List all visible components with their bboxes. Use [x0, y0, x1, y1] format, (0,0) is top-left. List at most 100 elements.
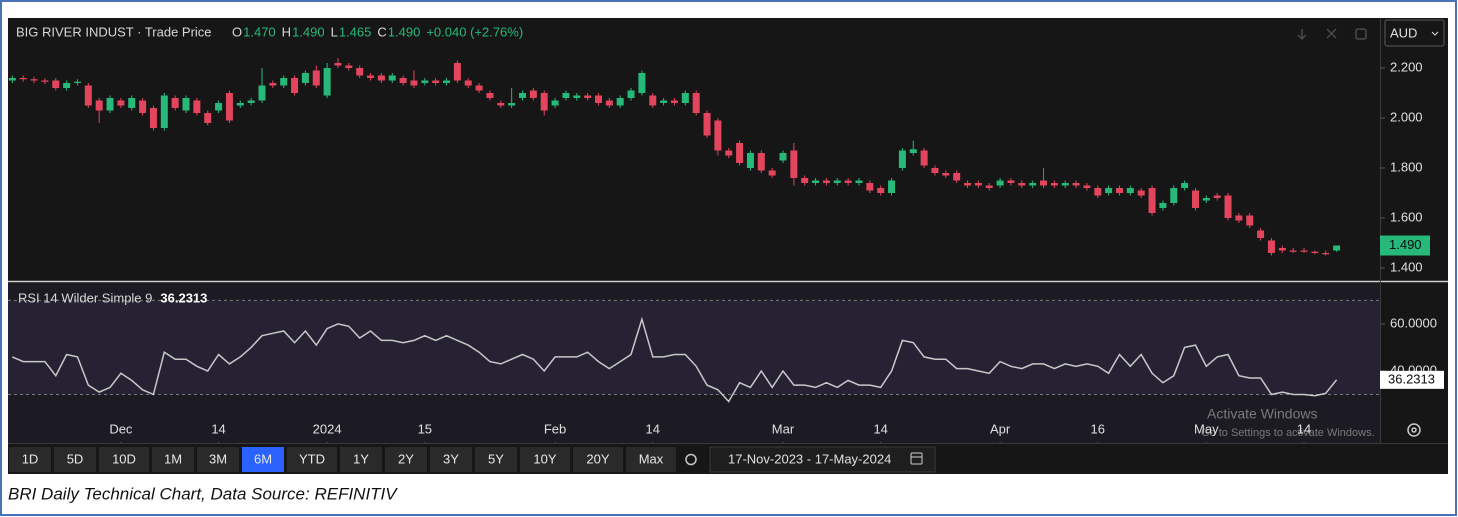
currency-select[interactable] [1384, 19, 1445, 47]
range-button[interactable] [197, 447, 239, 472]
candle-body [106, 98, 114, 111]
candle-body [1029, 183, 1037, 186]
candle-body [291, 78, 299, 93]
candle-body [193, 100, 201, 113]
y-tick-label: 2.000 [1390, 109, 1423, 124]
x-tick-label: Apr [990, 421, 1011, 436]
candle-body [63, 83, 71, 88]
candle-body [1105, 188, 1113, 193]
candle-body [942, 173, 950, 176]
candle-body [356, 68, 364, 76]
candle-body [1181, 183, 1189, 188]
range-button[interactable] [99, 447, 149, 472]
close-icon[interactable] [1326, 28, 1337, 39]
x-tick-label: 14 [873, 421, 887, 436]
candle-body [486, 93, 494, 98]
legend-close-name: C [377, 24, 386, 39]
candle-body [388, 75, 396, 81]
download-icon[interactable] [1297, 29, 1307, 41]
candle-body [584, 95, 592, 98]
x-tick-label: 15 [418, 421, 432, 436]
candle-body [627, 90, 635, 98]
y-tick-label: 2.200 [1390, 59, 1423, 74]
candle-body [844, 180, 852, 183]
candle-body [746, 153, 754, 168]
range-button[interactable] [520, 447, 570, 472]
range-button[interactable] [9, 447, 51, 472]
candle-body [703, 113, 711, 136]
candle-body [1191, 190, 1199, 208]
window-icon[interactable] [1355, 28, 1367, 40]
toolbar-icons [1297, 28, 1367, 41]
range-button[interactable] [626, 447, 676, 472]
candle-body [1267, 240, 1275, 253]
candle-body [171, 98, 179, 108]
range-button-label: 2Y [398, 451, 414, 466]
candle-body [551, 100, 559, 106]
range-button-label: 5D [67, 451, 84, 466]
candle-body [323, 68, 331, 96]
candle-body [1137, 190, 1145, 196]
legend-close: 1.490 [388, 24, 421, 39]
range-button-label: Max [639, 451, 664, 466]
last-price-box [1380, 235, 1430, 256]
candle-body [1007, 180, 1015, 183]
calendar-icon [910, 452, 923, 465]
candle-body [812, 180, 820, 183]
candle-body [736, 143, 744, 163]
candle-body [1322, 253, 1330, 255]
x-tick-label: 14 [1297, 421, 1311, 436]
range-button[interactable] [340, 447, 382, 472]
candle-body [149, 108, 157, 128]
date-range-box[interactable] [709, 446, 936, 473]
candle-body [247, 100, 255, 103]
candle-body [833, 180, 841, 183]
candle-body [1018, 183, 1026, 186]
candle-body [204, 113, 212, 123]
candle-body [95, 100, 103, 111]
range-button[interactable] [475, 447, 517, 472]
candle-body [1050, 183, 1058, 186]
range-button[interactable] [573, 447, 623, 472]
candle-body [996, 180, 1004, 186]
candle-body [1213, 195, 1221, 198]
candle-body [236, 103, 244, 106]
candle-body [519, 93, 526, 98]
range-button[interactable] [287, 447, 337, 472]
range-button[interactable] [152, 447, 194, 472]
watermark-subtitle: Go to Settings to activate Windows. [1201, 427, 1375, 439]
candle-body [84, 85, 92, 106]
range-button[interactable] [54, 447, 96, 472]
x-tick-label: 16 [1091, 421, 1105, 436]
settings-icon[interactable] [1407, 423, 1421, 437]
range-button-label: 1D [22, 451, 39, 466]
currency-label: AUD [1390, 25, 1417, 40]
candle-body [410, 80, 418, 86]
toolbar-settings[interactable] [685, 453, 697, 466]
y-tick-label: 60.0000 [1390, 315, 1437, 330]
currency-caret [1431, 31, 1439, 36]
rsi-title: RSI 14 Wilder Simple 9 [18, 290, 152, 305]
candle-body [616, 98, 624, 106]
candle-body [160, 95, 168, 128]
range-button[interactable] [430, 447, 472, 472]
candle-body [877, 188, 885, 193]
candle-body [898, 150, 906, 168]
x-tick-label: 14 [211, 421, 225, 436]
candle-body [117, 100, 125, 106]
candle-body [953, 173, 961, 181]
range-button-label: 3Y [443, 451, 459, 466]
range-button[interactable] [242, 447, 284, 472]
range-button-label: 20Y [586, 451, 609, 466]
candle-body [974, 183, 982, 186]
candle-body [681, 93, 689, 103]
candle-body [931, 168, 939, 173]
x-tick-label: Feb [544, 421, 566, 436]
date-range: 17-Nov-2023 - 17-May-2024 [728, 451, 891, 466]
candle-body [1235, 215, 1243, 221]
range-button[interactable] [385, 447, 427, 472]
candle-body [855, 180, 863, 183]
candle-body [1278, 248, 1286, 251]
candle-body [1083, 185, 1091, 188]
y-tick-label: 1.400 [1390, 259, 1423, 274]
